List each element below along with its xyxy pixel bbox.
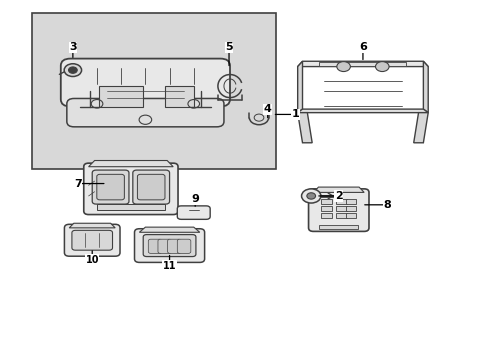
Text: 10: 10 [85,255,99,265]
Text: 11: 11 [163,261,176,271]
Bar [99,86,142,107]
Bar [335,213,346,218]
Circle shape [64,64,81,77]
Bar [321,213,331,218]
Text: 6: 6 [358,42,366,52]
Circle shape [68,67,77,73]
FancyBboxPatch shape [158,239,171,253]
FancyBboxPatch shape [137,174,164,200]
Bar [321,206,331,211]
Bar [319,62,406,66]
FancyBboxPatch shape [308,189,368,231]
Text: 5: 5 [225,42,232,52]
FancyBboxPatch shape [72,230,112,250]
Polygon shape [297,109,427,113]
Polygon shape [413,113,427,143]
FancyBboxPatch shape [92,170,129,204]
Polygon shape [88,161,173,167]
Polygon shape [69,223,115,228]
FancyBboxPatch shape [67,99,224,127]
FancyBboxPatch shape [97,174,124,200]
Text: 2: 2 [334,191,342,201]
Bar [164,86,193,107]
FancyBboxPatch shape [61,59,229,107]
Bar [319,225,357,229]
Polygon shape [423,61,427,113]
FancyBboxPatch shape [134,229,204,262]
Bar [321,199,331,204]
Bar [97,204,164,211]
Text: 4: 4 [263,104,271,114]
FancyBboxPatch shape [177,239,190,253]
FancyBboxPatch shape [177,206,210,219]
FancyBboxPatch shape [83,163,178,215]
Bar [345,206,355,211]
Bar [345,199,355,204]
FancyBboxPatch shape [64,224,120,256]
FancyBboxPatch shape [148,239,162,253]
Circle shape [301,189,320,203]
Text: 7: 7 [74,179,81,189]
Circle shape [375,62,388,72]
Circle shape [306,193,315,199]
Polygon shape [297,61,302,113]
Bar [335,199,346,204]
FancyBboxPatch shape [133,170,169,204]
FancyBboxPatch shape [143,235,196,257]
Circle shape [139,115,151,124]
Bar [345,213,355,218]
Text: 9: 9 [191,194,199,204]
Bar [335,206,346,211]
Text: 3: 3 [69,42,77,52]
FancyBboxPatch shape [167,239,181,253]
Polygon shape [139,227,200,232]
Circle shape [336,62,350,72]
Polygon shape [297,61,427,67]
Text: 1: 1 [291,109,299,120]
Polygon shape [313,187,364,192]
Polygon shape [297,113,311,143]
Text: 8: 8 [383,200,390,210]
Bar [32,13,275,169]
